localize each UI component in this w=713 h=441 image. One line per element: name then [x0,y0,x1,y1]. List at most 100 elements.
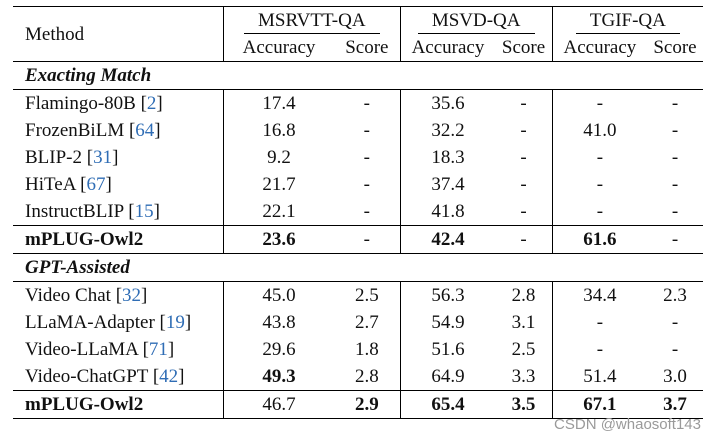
method-cell: FrozenBiLM [64] [13,117,224,144]
watermark: CSDN @whaosoft143 [554,416,701,433]
value-cell: - [596,174,604,195]
group-header-tgif: TGIF-QA [552,6,703,34]
table-row-ours: mPLUG-Owl2 46.7 2.9 65.4 3.5 67.1 3.7 [13,390,703,419]
value-cell: 51.4 [583,366,617,387]
value-cell: - [495,117,553,144]
value-cell: - [495,144,553,171]
value-cell: - [671,312,679,333]
header-row-groups: Method MSRVTT-QA MSVD-QA TGIF-QA [13,6,703,62]
method-name: Flamingo-80B [25,93,136,114]
method-name: BLIP-2 [25,147,82,168]
method-name: LLaMA-Adapter [25,312,155,333]
value-cell: - [334,144,401,171]
value-cell: - [647,225,703,254]
table-body: Exacting Match Flamingo-80B [2] 17.4-35.6-… [13,61,703,419]
method-name: FrozenBiLM [25,120,125,141]
value-cell: 18.3 [431,147,465,168]
value-cell: 17.4 [223,89,335,117]
value-cell: 42.4 [400,225,496,254]
method-cell: mPLUG-Owl2 [13,225,224,254]
value-cell: - [596,312,604,333]
citation-link[interactable]: 32 [122,285,142,306]
value-cell: - [596,147,604,168]
value-cell: - [671,339,679,360]
value-cell: 67.1 [552,390,647,419]
value-cell: - [334,225,401,254]
value-cell: - [671,147,679,168]
value-cell: 51.6 [431,339,465,360]
value-cell: - [671,174,679,195]
table-row: HiTeA [67] 21.7 - 37.4 - - - [13,171,703,198]
subheader-score: Score [334,34,401,62]
method-name: mPLUG-Owl2 [25,394,144,415]
value-cell: 2.7 [334,309,401,336]
value-cell: 3.1 [495,309,553,336]
value-cell: 34.4 [552,281,647,309]
table-row-ours: mPLUG-Owl2 23.6-42.4-61.6- [13,225,703,254]
method-cell: Video-ChatGPT [42] [13,363,224,391]
method-cell: Video-LLaMA [71] [13,336,224,363]
method-cell: Flamingo-80B [2] [13,89,224,117]
value-cell: - [671,201,679,222]
citation-link[interactable]: 31 [93,147,113,168]
table-row: Video-ChatGPT [42] 49.3 2.8 64.9 3.3 51.4 3.0 [13,363,703,391]
citation-link[interactable]: 71 [148,339,168,360]
citation-link[interactable]: 64 [135,120,155,141]
value-cell: - [334,89,401,117]
value-cell: 9.2 [267,147,291,168]
value-cell: 45.0 [223,281,335,309]
subheader-score: Score [653,37,697,58]
method-name: HiTeA [25,174,76,195]
table-row: Video Chat [32] 45.0 2.5 56.3 2.8 34.4 2.3 [13,281,703,309]
value-cell: - [671,120,679,141]
table-row: FrozenBiLM [64] 16.8 - 32.2 - 41.0 - [13,117,703,144]
value-cell: 35.6 [400,89,496,117]
value-cell: 41.0 [583,120,617,141]
value-cell: 32.2 [431,120,465,141]
table-row: InstructBLIP [15] 22.1 - 41.8 - - - [13,198,703,226]
value-cell: - [334,171,401,198]
section-title: GPT-Assisted [13,253,703,282]
citation-link[interactable]: 2 [146,93,157,114]
value-cell: - [647,89,703,117]
subheader-accuracy: Accuracy [563,37,637,58]
value-cell: 21.7 [262,174,296,195]
value-cell: - [596,201,604,222]
value-cell: - [334,117,401,144]
method-cell: HiTeA [67] [13,171,224,198]
method-cell: Video Chat [32] [13,281,224,309]
citation-link[interactable]: 42 [159,366,179,387]
citation-link[interactable]: 19 [165,312,185,333]
method-header: Method [13,6,224,62]
section-row: Exacting Match [13,61,703,90]
value-cell: 3.3 [495,363,553,391]
value-cell: - [596,339,604,360]
citation-link[interactable]: 15 [134,201,154,222]
citation-link[interactable]: 67 [86,174,106,195]
value-cell: 3.5 [495,390,553,419]
value-cell: 2.5 [495,336,553,363]
value-cell: 22.1 [262,201,296,222]
group-header-msrvtt: MSRVTT-QA [223,6,401,34]
value-cell: - [552,89,647,117]
method-name: InstructBLIP [25,201,124,222]
section-row: GPT-Assisted [13,253,703,282]
value-cell: 2.9 [334,390,401,419]
method-name: Video-ChatGPT [25,366,149,387]
value-cell: 61.6 [552,225,647,254]
table-row: Flamingo-80B [2] 17.4-35.6- - - [13,89,703,117]
value-cell: 2.8 [495,281,553,309]
table-row: LLaMA-Adapter [19] 43.8 2.7 54.9 3.1 - - [13,309,703,336]
value-cell: 49.3 [262,366,296,387]
value-cell: 54.9 [431,312,465,333]
value-cell: - [495,198,553,226]
group-header-msvd: MSVD-QA [400,6,553,34]
section-title: Exacting Match [13,61,703,90]
value-cell: 2.3 [647,281,703,309]
value-cell: - [495,225,553,254]
method-name: Video Chat [25,285,111,306]
value-cell: 43.8 [262,312,296,333]
value-cell: 16.8 [262,120,296,141]
value-cell: 3.0 [663,366,687,387]
method-cell: mPLUG-Owl2 [13,390,224,419]
